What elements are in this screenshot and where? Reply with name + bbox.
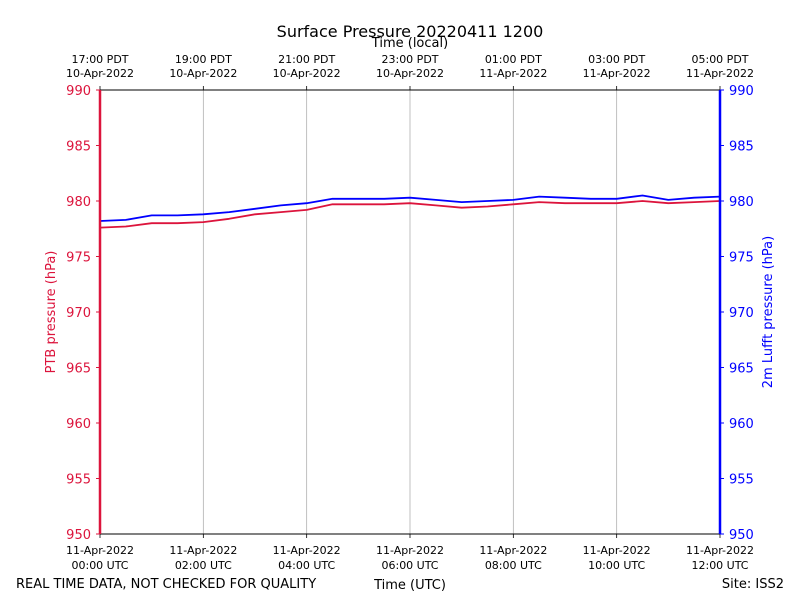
x-tick-label-bottom-time: 06:00 UTC	[381, 559, 438, 572]
y-tick-label-left: 955	[66, 473, 91, 488]
x-tick-label-top-date: 10-Apr-2022	[66, 67, 134, 80]
quality-disclaimer: REAL TIME DATA, NOT CHECKED FOR QUALITY	[16, 577, 316, 592]
series-lines	[99, 194, 721, 229]
x-tick-label-bottom-date: 11-Apr-2022	[479, 544, 547, 557]
y-tick-label-right: 950	[729, 528, 754, 543]
x-tick-label-bottom-time: 04:00 UTC	[278, 559, 335, 572]
y-tick-label-left: 970	[66, 306, 91, 321]
x-tick-label-bottom-date: 11-Apr-2022	[686, 544, 754, 557]
x-tick-label-bottom-date: 11-Apr-2022	[376, 544, 444, 557]
y-tick-label-right: 965	[729, 362, 754, 377]
x-tick-label-top-date: 11-Apr-2022	[583, 67, 651, 80]
x-tick-label-bottom-time: 02:00 UTC	[175, 559, 232, 572]
x-tick-label-top-date: 10-Apr-2022	[376, 67, 444, 80]
top-axis-label: Time (local)	[371, 36, 448, 51]
x-tick-label-top-time: 17:00 PDT	[71, 53, 128, 66]
y-tick-label-left: 980	[66, 195, 91, 210]
site-label: Site: ISS2	[722, 577, 784, 592]
x-tick-label-top-time: 03:00 PDT	[588, 53, 645, 66]
y-tick-label-left: 965	[66, 362, 91, 377]
x-tick-label-bottom-time: 10:00 UTC	[588, 559, 645, 572]
x-tick-label-top-date: 11-Apr-2022	[686, 67, 754, 80]
y-tick-label-left: 960	[66, 417, 91, 432]
x-tick-label-bottom-date: 11-Apr-2022	[583, 544, 651, 557]
y-tick-label-left: 985	[66, 140, 91, 155]
x-tick-label-top-time: 19:00 PDT	[175, 53, 232, 66]
lufft-pressure-line	[99, 194, 721, 222]
chart-title: Surface Pressure 20220411 1200	[277, 22, 544, 41]
x-tick-label-bottom-time: 12:00 UTC	[691, 559, 748, 572]
x-tick-label-bottom-time: 08:00 UTC	[485, 559, 542, 572]
bottom-axis-label: Time (UTC)	[373, 578, 446, 593]
y-tick-label-left: 975	[66, 251, 91, 266]
y-tick-label-right: 975	[729, 251, 754, 266]
x-tick-label-bottom-date: 11-Apr-2022	[169, 544, 237, 557]
x-tick-label-top-time: 01:00 PDT	[485, 53, 542, 66]
left-axis-label: PTB pressure (hPa)	[44, 251, 59, 374]
y-tick-label-right: 955	[729, 473, 754, 488]
ptb-pressure-line	[99, 200, 721, 229]
y-tick-label-right: 960	[729, 417, 754, 432]
x-tick-label-top-time: 21:00 PDT	[278, 53, 335, 66]
x-tick-label-top-time: 05:00 PDT	[691, 53, 748, 66]
y-tick-label-left: 950	[66, 528, 91, 543]
x-tick-label-top-time: 23:00 PDT	[381, 53, 438, 66]
y-tick-label-left: 990	[66, 84, 91, 99]
grid-lines	[202, 90, 618, 534]
right-axis-label: 2m Lufft pressure (hPa)	[761, 236, 776, 388]
x-tick-label-top-date: 10-Apr-2022	[273, 67, 341, 80]
axis-ticks: 11-Apr-2022 00:00 UTC 11-Apr-2022 02:00 UTC…	[66, 53, 754, 572]
y-tick-label-right: 985	[729, 140, 754, 155]
y-tick-label-right: 980	[729, 195, 754, 210]
y-tick-label-right: 970	[729, 306, 754, 321]
x-tick-label-bottom-time: 00:00 UTC	[71, 559, 128, 572]
x-tick-label-bottom-date: 11-Apr-2022	[66, 544, 134, 557]
y-tick-label-right: 990	[729, 84, 754, 99]
x-tick-label-bottom-date: 11-Apr-2022	[273, 544, 341, 557]
x-tick-label-top-date: 11-Apr-2022	[479, 67, 547, 80]
x-tick-label-top-date: 10-Apr-2022	[169, 67, 237, 80]
